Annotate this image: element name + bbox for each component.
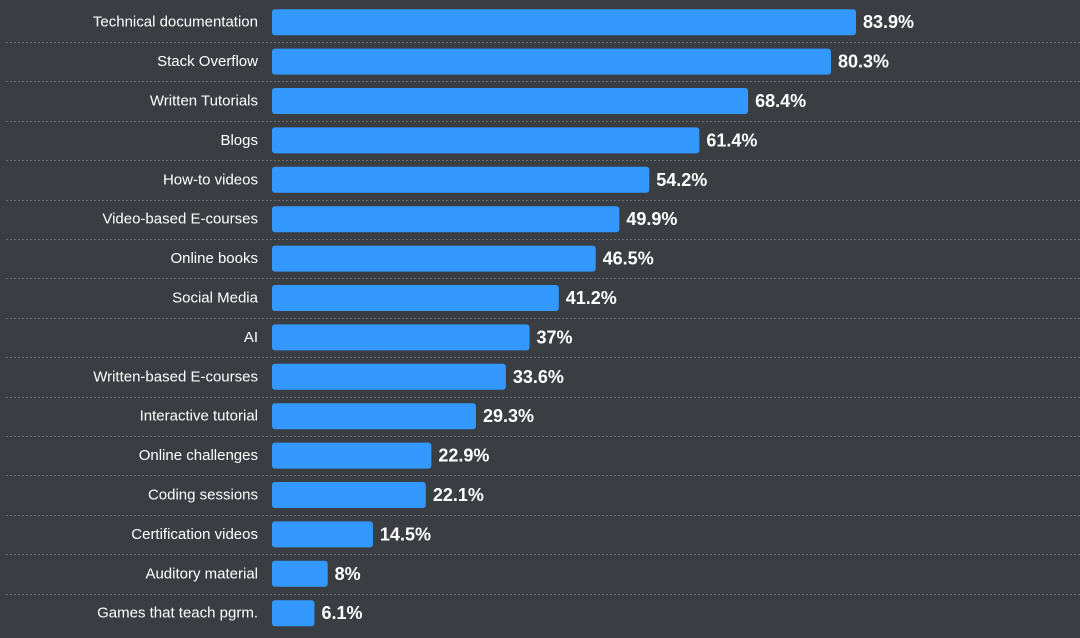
bar [272, 482, 426, 508]
category-label: Online books [170, 250, 258, 267]
category-label: Online challenges [139, 447, 258, 464]
category-label: Interactive tutorial [140, 408, 258, 425]
category-label: Written Tutorials [150, 93, 258, 110]
category-label: Coding sessions [148, 487, 258, 504]
bar [272, 285, 559, 311]
value-label: 46.5% [603, 249, 654, 269]
bar [272, 324, 530, 351]
bar [272, 166, 650, 193]
value-label: 22.9% [438, 446, 489, 466]
category-label: Stack Overflow [157, 53, 258, 70]
value-label: 6.1% [321, 603, 362, 623]
category-label: Written-based E-courses [93, 368, 258, 385]
bar [272, 363, 506, 390]
category-label: How-to videos [163, 171, 258, 188]
value-label: 22.1% [433, 485, 484, 505]
bar [272, 521, 373, 548]
value-label: 61.4% [706, 130, 757, 150]
value-label: 14.5% [380, 524, 431, 544]
value-label: 49.9% [626, 209, 677, 229]
value-label: 8% [335, 564, 361, 584]
category-label: Technical documentation [93, 14, 258, 31]
bar [272, 48, 831, 75]
value-label: 83.9% [863, 12, 914, 32]
bar [272, 403, 476, 430]
category-label: Certification videos [131, 526, 258, 543]
value-label: 29.3% [483, 406, 534, 426]
value-label: 33.6% [513, 367, 564, 387]
value-label: 37% [537, 327, 573, 347]
bar [272, 600, 315, 627]
bar [272, 442, 432, 469]
category-label: AI [244, 329, 258, 346]
category-label: Social Media [172, 290, 259, 307]
value-label: 41.2% [566, 288, 617, 308]
category-label: Auditory material [145, 565, 258, 582]
bar [272, 560, 328, 587]
bar [272, 245, 596, 272]
bar [272, 88, 749, 114]
bar [272, 9, 856, 36]
bar [272, 127, 700, 154]
bar [272, 206, 620, 233]
category-label: Blogs [220, 132, 258, 149]
value-label: 68.4% [755, 91, 806, 111]
value-label: 80.3% [838, 52, 889, 72]
category-label: Video-based E-courses [102, 211, 258, 228]
value-label: 54.2% [656, 170, 707, 190]
category-label: Games that teach pgrm. [97, 605, 258, 622]
